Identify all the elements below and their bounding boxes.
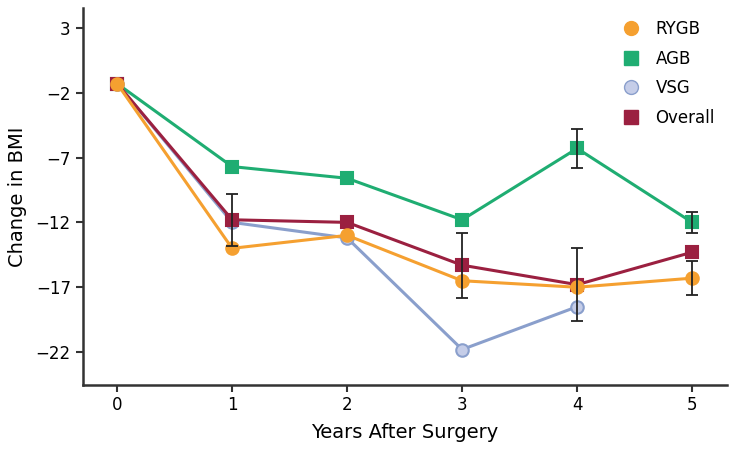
RYGB [573, 284, 581, 290]
AGB [688, 220, 697, 225]
AGB [228, 164, 237, 169]
RYGB [112, 81, 121, 86]
Legend: RYGB, AGB, VSG, Overall: RYGB, AGB, VSG, Overall [607, 14, 722, 134]
RYGB [458, 278, 467, 284]
Y-axis label: Change in BMI: Change in BMI [8, 126, 27, 266]
Overall [573, 282, 581, 288]
Line: AGB: AGB [111, 77, 698, 229]
VSG [343, 235, 351, 241]
VSG [228, 220, 237, 225]
Overall [343, 220, 351, 225]
RYGB [343, 233, 351, 238]
Overall [228, 217, 237, 222]
Overall [458, 262, 467, 268]
AGB [112, 81, 121, 86]
VSG [112, 81, 121, 86]
VSG [458, 347, 467, 352]
AGB [458, 217, 467, 222]
Overall [112, 81, 121, 86]
AGB [573, 146, 581, 151]
AGB [343, 176, 351, 181]
Overall [688, 249, 697, 255]
Line: Overall: Overall [111, 77, 698, 291]
VSG [573, 304, 581, 310]
RYGB [228, 246, 237, 251]
X-axis label: Years After Surgery: Years After Surgery [311, 423, 498, 441]
RYGB [688, 275, 697, 281]
Line: RYGB: RYGB [111, 77, 698, 293]
Line: VSG: VSG [111, 77, 584, 356]
